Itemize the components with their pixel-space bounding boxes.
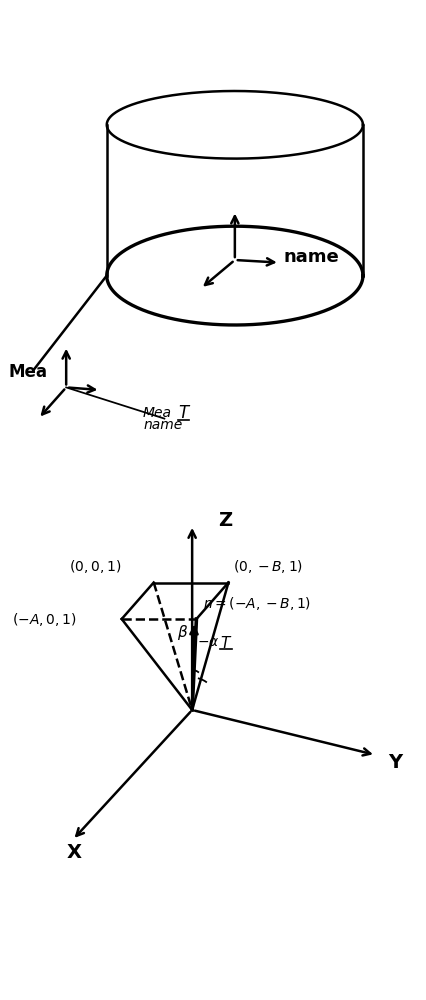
Text: $n = (-A,-B,1)$: $n = (-A,-B,1)$ <box>202 595 310 612</box>
Text: $(0,-B,1)$: $(0,-B,1)$ <box>232 558 302 575</box>
Text: Mea: Mea <box>143 406 172 420</box>
Text: $T$: $T$ <box>219 635 232 650</box>
Text: $(-A,0,1)$: $(-A,0,1)$ <box>12 610 77 628</box>
Text: $T$: $T$ <box>178 404 191 422</box>
Text: X: X <box>66 843 81 862</box>
Text: name: name <box>283 248 339 266</box>
Text: $\beta$: $\beta$ <box>177 623 188 642</box>
Text: $-\alpha$: $-\alpha$ <box>197 636 219 650</box>
Text: name: name <box>143 418 182 432</box>
Text: Mea: Mea <box>9 363 47 381</box>
Text: Y: Y <box>388 753 402 772</box>
Text: $(0,0,1)$: $(0,0,1)$ <box>69 558 121 575</box>
Text: Z: Z <box>217 510 231 530</box>
